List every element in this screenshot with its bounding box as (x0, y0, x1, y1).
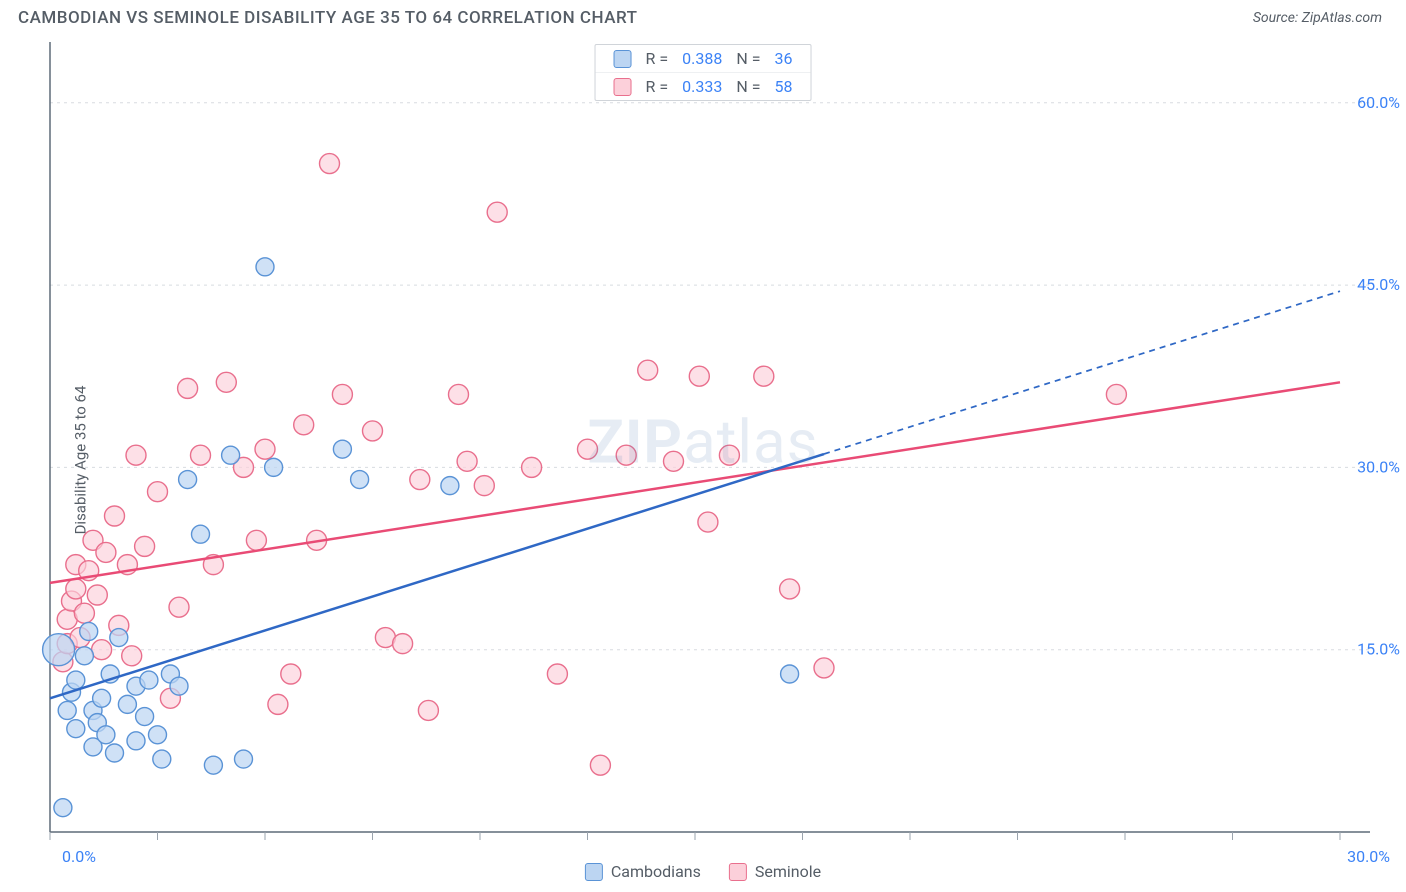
source-name: ZipAtlas.com (1302, 10, 1382, 26)
svg-text:0.0%: 0.0% (62, 847, 96, 866)
svg-text:60.0%: 60.0% (1357, 93, 1400, 112)
n-label: N = (736, 49, 760, 68)
n-value-seminole: 58 (774, 77, 792, 96)
svg-text:45.0%: 45.0% (1357, 275, 1400, 294)
chart-source: Source: ZipAtlas.com (1253, 10, 1382, 26)
r-label: R = (646, 77, 669, 96)
legend-label-seminole: Seminole (755, 862, 821, 881)
r-value-cambodians: 0.388 (682, 49, 722, 68)
correlation-legend: R = 0.388 N = 36 R = 0.333 N = 58 (595, 44, 812, 101)
series-legend: Cambodians Seminole (585, 862, 821, 881)
svg-text:30.0%: 30.0% (1357, 457, 1400, 476)
swatch-cambodians (614, 50, 632, 68)
r-label: R = (646, 49, 669, 68)
chart-title: CAMBODIAN VS SEMINOLE DISABILITY AGE 35 … (18, 8, 638, 28)
svg-text:30.0%: 30.0% (1347, 847, 1390, 866)
n-label: N = (736, 77, 760, 96)
legend-item-seminole: Seminole (729, 862, 821, 881)
r-value-seminole: 0.333 (682, 77, 722, 96)
y-axis-label: Disability Age 35 to 64 (71, 385, 89, 534)
swatch-seminole (614, 78, 632, 96)
legend-label-cambodians: Cambodians (611, 862, 701, 881)
svg-text:15.0%: 15.0% (1357, 640, 1400, 659)
legend-item-cambodians: Cambodians (585, 862, 701, 881)
scatter-chart: 15.0% 30.0% 45.0% 60.0% 0.0% 30.0% (0, 32, 1406, 887)
chart-header: CAMBODIAN VS SEMINOLE DISABILITY AGE 35 … (0, 0, 1406, 32)
swatch-cambodians (585, 863, 603, 881)
chart-area: Disability Age 35 to 64 R = 0.388 N = 36… (0, 32, 1406, 887)
n-value-cambodians: 36 (774, 49, 792, 68)
legend-row-seminole: R = 0.333 N = 58 (596, 72, 811, 100)
legend-row-cambodians: R = 0.388 N = 36 (596, 45, 811, 72)
swatch-seminole (729, 863, 747, 881)
source-prefix: Source: (1253, 10, 1302, 26)
